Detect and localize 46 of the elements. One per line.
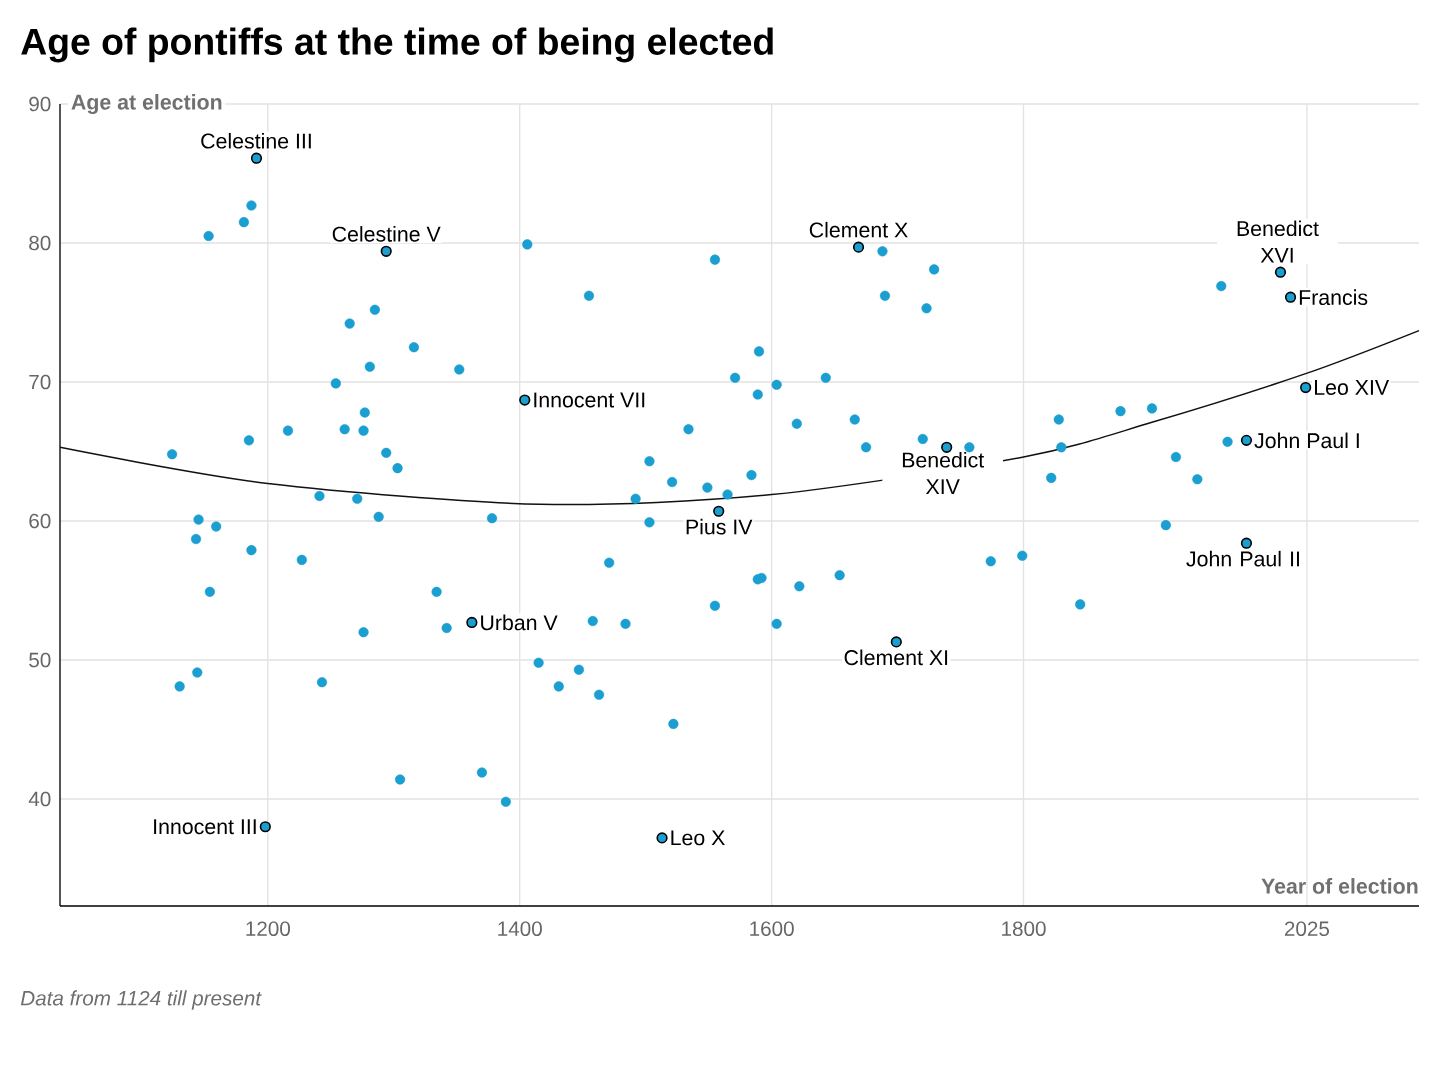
x-tick-label: 1400 [498, 921, 542, 937]
text: Data from 1124 till present [20, 990, 262, 1010]
point [466, 616, 478, 629]
y-tick-label: 70 [29, 374, 51, 390]
point [852, 241, 865, 253]
point [1300, 381, 1312, 394]
point [713, 505, 725, 517]
annotation: John Paul I [1254, 432, 1359, 449]
annotation: Celestine III [201, 132, 311, 149]
annotation: Leo XIV [1315, 380, 1390, 395]
x-tick-label: 1600 [750, 921, 794, 937]
x-tick-label: 1800 [1002, 921, 1046, 937]
x-axis-title: Year of election [1261, 878, 1418, 894]
y-tick-label: 80 [29, 235, 51, 251]
point [1274, 266, 1287, 278]
annotation: Clement XI [844, 649, 948, 666]
y-axis-title: Age at election [71, 94, 222, 114]
y-tick-label: 50 [29, 652, 51, 668]
point [890, 636, 902, 648]
point [941, 441, 953, 453]
point [656, 832, 668, 844]
y-tick-label: 90 [29, 96, 51, 112]
line-series [59, 329, 1420, 506]
x-tick-label: 2025 [1284, 921, 1330, 937]
annotation: Clement X [809, 221, 908, 238]
annotation: Francis [1299, 289, 1368, 306]
annotation: Urban V [481, 614, 558, 631]
annotation: Benedict XIV [902, 451, 985, 495]
point [259, 821, 271, 833]
point [519, 394, 531, 406]
annotation: John Paul II [1186, 550, 1299, 567]
annotation: Leo X [671, 830, 725, 846]
chart-title: Age of pontiffs at the time of being elected [21, 27, 773, 63]
point [1240, 434, 1253, 446]
annotation: Innocent VII [534, 392, 645, 408]
x-tick-label: 1200 [246, 921, 290, 937]
y-tick-label: 60 [29, 513, 51, 529]
point [250, 152, 263, 164]
annotation: Benedict XVI [1237, 220, 1319, 263]
annotation: Celestine V [332, 226, 441, 242]
y-tick-label: 40 [28, 791, 51, 807]
point [1284, 291, 1297, 303]
annotation: Innocent III [154, 819, 256, 835]
point [380, 245, 392, 257]
annotation: Pius IV [686, 518, 753, 535]
point [1240, 537, 1253, 549]
